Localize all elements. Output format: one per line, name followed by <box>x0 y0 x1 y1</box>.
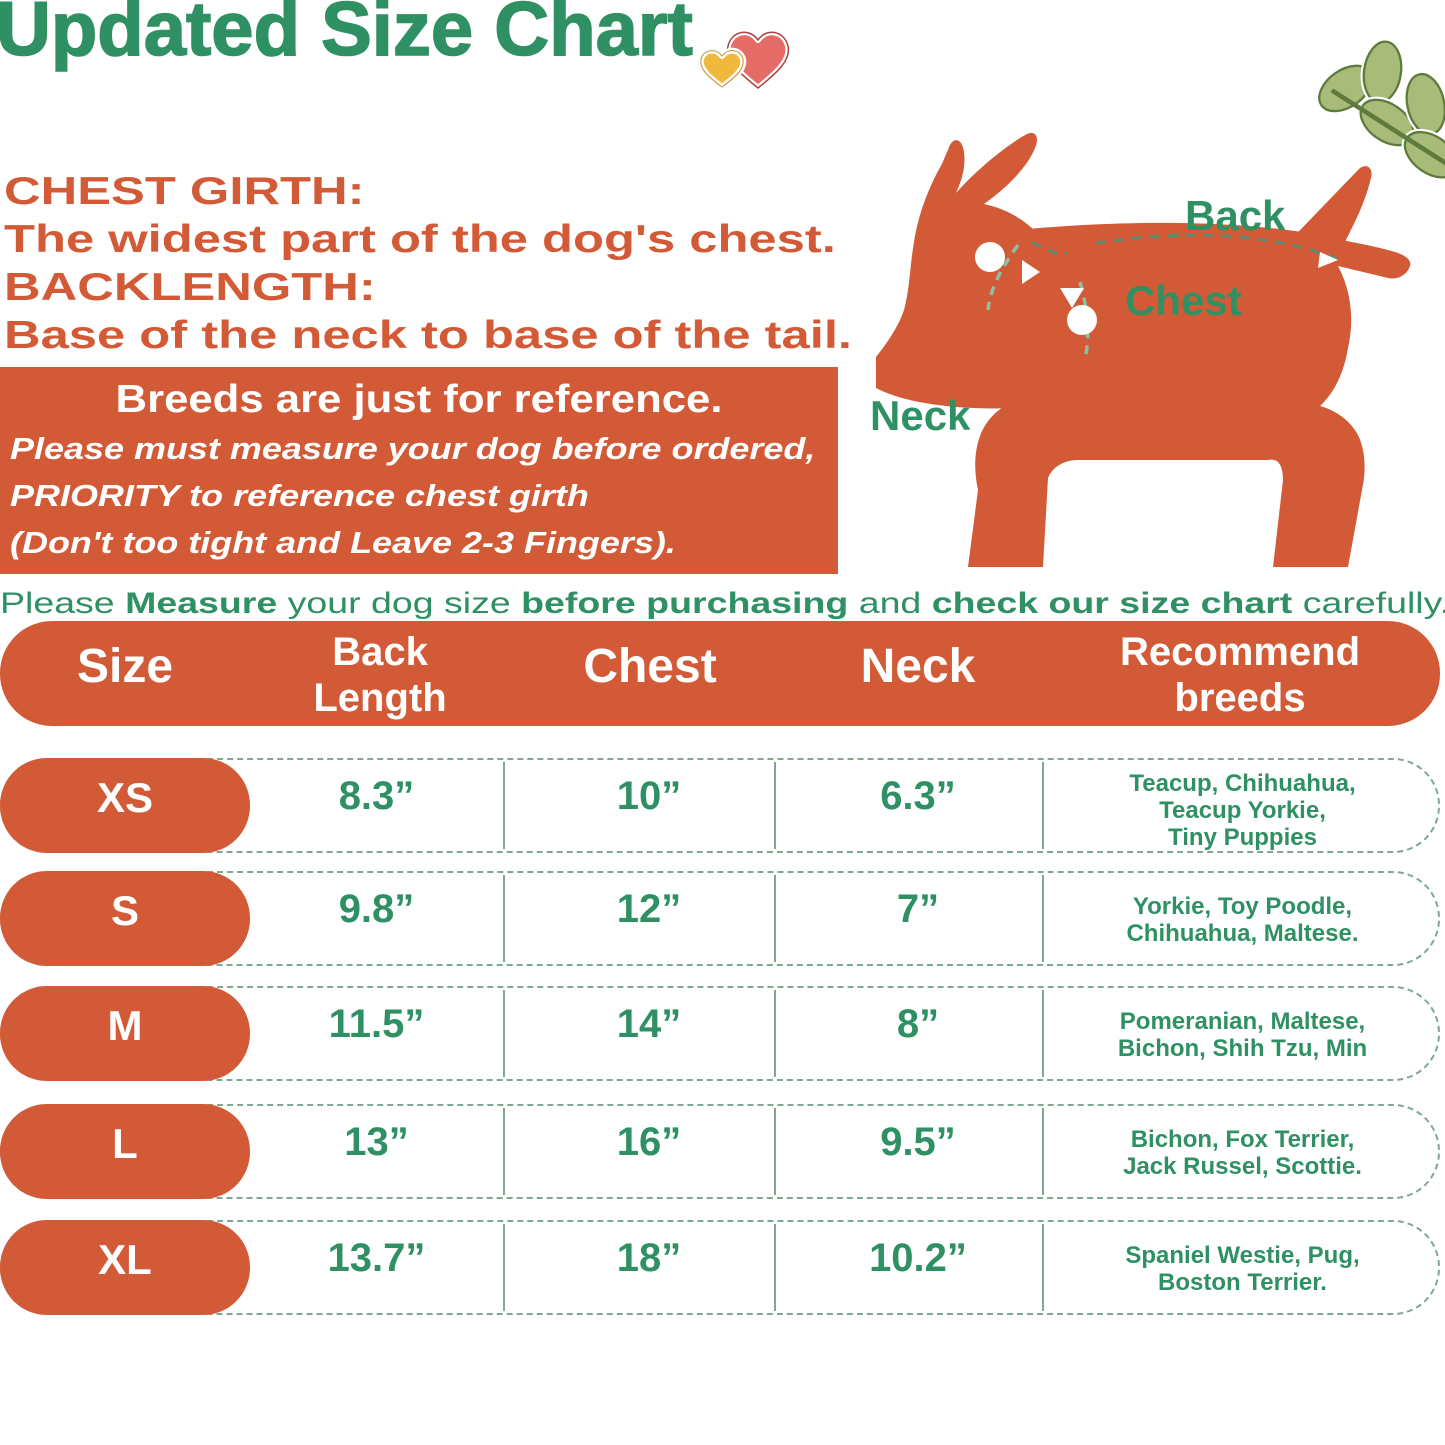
svg-text:Neck: Neck <box>870 392 971 439</box>
svg-text:Back: Back <box>1185 192 1286 239</box>
svg-text:Chest: Chest <box>1125 277 1242 324</box>
